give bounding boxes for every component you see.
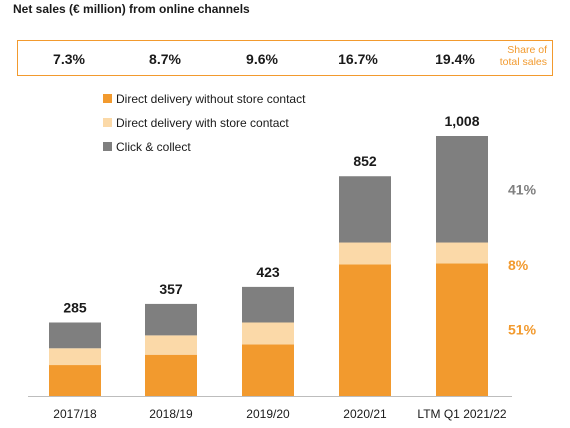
legend-swatch-2 — [103, 142, 112, 151]
share-of-total-sales-label: Share of total sales — [500, 44, 547, 68]
bar-segment-4-2 — [436, 136, 488, 243]
share-label-line2: total sales — [499, 56, 547, 68]
bar-segment-1-1 — [145, 335, 197, 355]
bar-segment-4-1 — [436, 242, 488, 264]
share-value-2019-20: 9.6% — [246, 51, 278, 67]
legend-label-1: Direct delivery with store contact — [116, 116, 289, 130]
chart-title: Net sales (€ million) from online channe… — [13, 2, 250, 16]
bar-segment-2-0 — [242, 344, 294, 396]
bar-segment-4-0 — [436, 263, 488, 396]
share-label-line1: Share of — [507, 44, 547, 56]
segment-share-label-0: 41% — [508, 181, 537, 197]
bar-segment-3-2 — [339, 176, 391, 243]
category-label-1: 2018/19 — [149, 407, 193, 421]
category-label-4: LTM Q1 2021/22 — [417, 407, 506, 421]
bar-segment-0-2 — [49, 322, 101, 349]
total-label-2: 423 — [256, 264, 280, 280]
share-of-sales-box: 7.3% 8.7% 9.6% 16.7% 19.4% Share of tota… — [17, 40, 553, 76]
bar-segment-1-0 — [145, 354, 197, 396]
legend-swatch-1 — [103, 118, 112, 127]
total-label-4: 1,008 — [444, 113, 479, 129]
share-value-2020-21: 16.7% — [338, 51, 378, 67]
segment-share-label-1: 8% — [508, 257, 529, 273]
legend-swatch-0 — [103, 94, 112, 103]
share-value-2017-18: 7.3% — [53, 51, 85, 67]
legend-label-2: Click & collect — [116, 140, 191, 154]
share-value-ltm: 19.4% — [435, 51, 475, 67]
total-label-3: 852 — [353, 153, 377, 169]
share-value-2018-19: 8.7% — [149, 51, 181, 67]
category-label-0: 2017/18 — [53, 407, 97, 421]
bar-segment-2-1 — [242, 322, 294, 345]
bar-segment-0-0 — [49, 365, 101, 396]
segment-share-label-2: 51% — [508, 322, 537, 338]
category-label-2: 2019/20 — [246, 407, 290, 421]
bar-segment-2-2 — [242, 286, 294, 323]
bar-segment-1-2 — [145, 303, 197, 336]
total-label-1: 357 — [159, 281, 183, 297]
legend-label-0: Direct delivery without store contact — [116, 92, 306, 106]
bar-segment-3-0 — [339, 264, 391, 396]
bar-segment-0-1 — [49, 348, 101, 366]
bar-segment-3-1 — [339, 242, 391, 265]
category-label-3: 2020/21 — [343, 407, 387, 421]
total-label-0: 285 — [63, 299, 87, 315]
